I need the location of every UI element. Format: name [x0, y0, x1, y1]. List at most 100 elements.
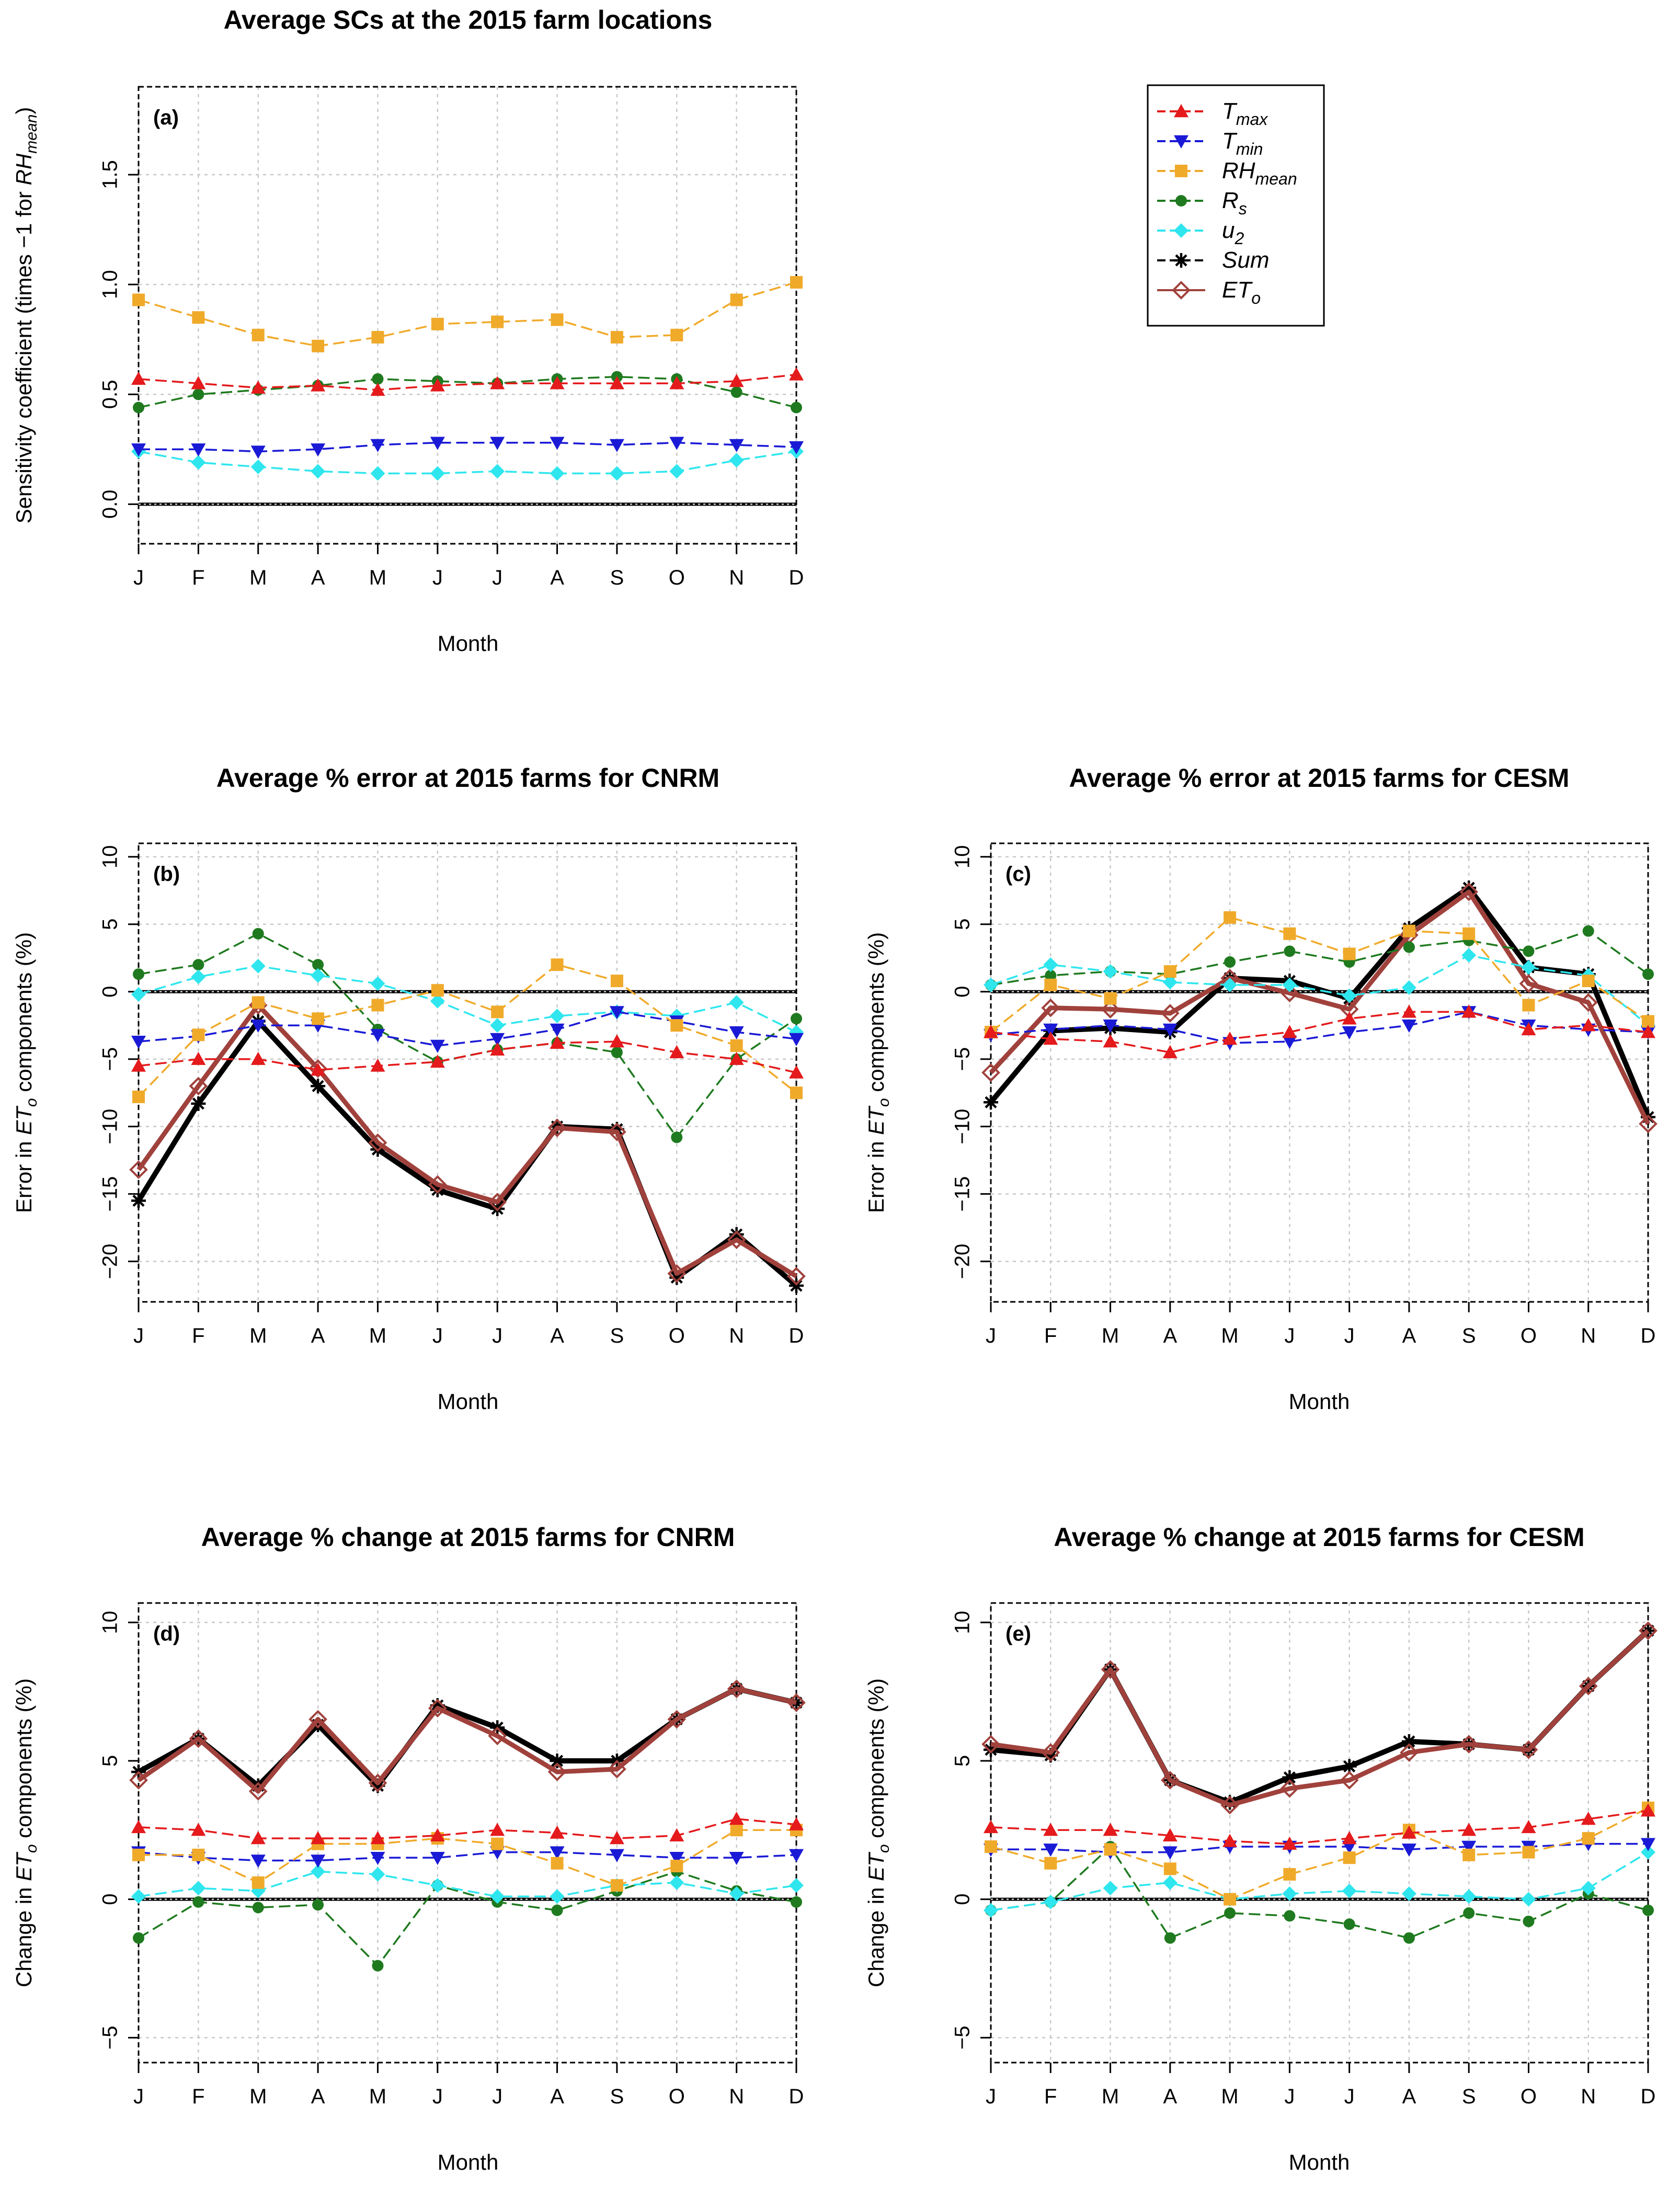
- data-point: [609, 1831, 624, 1845]
- data-point: [370, 466, 385, 481]
- data-point: [370, 439, 385, 452]
- data-point: [1284, 1910, 1296, 1922]
- data-point: [430, 1039, 445, 1053]
- x-tick-label: O: [1521, 2085, 1537, 2108]
- data-point: [670, 1019, 683, 1032]
- data-point: [1461, 948, 1477, 963]
- data-point: [1342, 988, 1357, 1003]
- x-tick-label: M: [249, 1324, 267, 1347]
- data-point: [1280, 1779, 1299, 1798]
- legend-entry-rh: RHmean: [1157, 158, 1297, 188]
- y-axis-label-e: Change in ETo components (%): [864, 1678, 893, 1987]
- y-tick-label: −20: [951, 1244, 974, 1279]
- y-axis-a: 0.0 0.5 1.0 1.5: [99, 160, 139, 519]
- legend-label: Rs: [1222, 188, 1247, 218]
- panel-e: Average % change at 2015 farms for CESM −…: [864, 1522, 1658, 2174]
- data-point: [311, 968, 326, 983]
- data-point: [250, 958, 266, 974]
- x-tick-label: D: [789, 566, 804, 589]
- data-point: [430, 378, 445, 392]
- data-point: [1162, 1045, 1178, 1059]
- data-point: [311, 1062, 326, 1076]
- x-tick-label: A: [550, 1324, 564, 1347]
- data-point: [1342, 1011, 1357, 1025]
- series-line: [136, 1003, 798, 1278]
- y-tick-label: −20: [99, 1244, 122, 1279]
- data-point: [1521, 1819, 1536, 1834]
- x-tick-label: F: [1044, 2085, 1057, 2108]
- data-point: [669, 1875, 684, 1890]
- data-point: [430, 466, 445, 481]
- y-tick-label: 10: [99, 845, 122, 869]
- data-point: [1462, 1848, 1476, 1861]
- data-point: [609, 466, 624, 481]
- data-point: [1101, 1000, 1120, 1019]
- data-point: [730, 1824, 743, 1837]
- data-point: [370, 382, 385, 396]
- data-point: [1282, 1025, 1297, 1038]
- series-eto-c: [981, 883, 1658, 1134]
- data-point: [371, 331, 384, 344]
- data-point: [789, 1278, 804, 1293]
- data-point: [1282, 1836, 1297, 1850]
- data-point: [430, 993, 445, 1009]
- y-tick-label: 0: [99, 986, 122, 998]
- legend-marker: [1172, 281, 1191, 300]
- data-point: [609, 1034, 624, 1048]
- x-tick-label: A: [550, 2085, 564, 2108]
- data-point: [191, 1096, 206, 1111]
- data-point: [789, 1033, 804, 1047]
- series-rs-e: [985, 1840, 1654, 1944]
- series-line: [139, 1829, 796, 1886]
- data-point: [1461, 1823, 1477, 1836]
- data-point: [609, 1849, 624, 1862]
- data-point: [1162, 1875, 1178, 1890]
- data-point: [1522, 999, 1535, 1012]
- data-point: [789, 1817, 804, 1830]
- data-point: [789, 367, 804, 381]
- data-point: [669, 1851, 684, 1865]
- series-line: [138, 1870, 797, 1898]
- data-point: [550, 1035, 565, 1049]
- x-tick-label: J: [133, 1324, 144, 1347]
- data-point: [1103, 964, 1118, 979]
- data-point: [1043, 1023, 1058, 1037]
- series-rh-c: [985, 911, 1654, 1039]
- y-axis-label-c: Error in ETo components (%): [864, 932, 893, 1213]
- data-point: [610, 331, 623, 344]
- data-point: [1043, 1894, 1058, 1909]
- y-axis-e: −5 0 5 10: [951, 1611, 991, 2050]
- data-point: [787, 1267, 806, 1286]
- plot-frame-b: [138, 842, 797, 1303]
- data-point: [132, 1090, 145, 1103]
- plot-frame-c: [990, 842, 1649, 1303]
- data-point: [611, 1046, 623, 1058]
- data-point: [131, 1889, 146, 1904]
- x-tick-label: J: [432, 566, 443, 589]
- data-point: [372, 373, 384, 385]
- series-rs-a: [133, 371, 802, 414]
- y-tick-label: −10: [951, 1109, 974, 1144]
- data-point: [1461, 1840, 1477, 1854]
- chart-title-b: Average % error at 2015 farms for CNRM: [216, 763, 719, 793]
- x-axis-label-e: Month: [1289, 2150, 1350, 2174]
- x-tick-label: M: [369, 2085, 386, 2108]
- data-point: [551, 1904, 563, 1916]
- y-tick-label: 0: [951, 1893, 974, 1905]
- x-tick-label: M: [1221, 1324, 1238, 1347]
- data-point: [192, 311, 205, 324]
- data-point: [189, 1077, 208, 1096]
- data-point: [1519, 974, 1538, 993]
- data-point: [1343, 947, 1356, 960]
- x-tick-label: J: [1284, 2085, 1295, 2108]
- data-point: [368, 1773, 387, 1793]
- data-point: [1043, 1823, 1058, 1836]
- series-tmax-c: [984, 1004, 1655, 1059]
- y-axis-label-b: Error in ETo components (%): [12, 932, 40, 1213]
- y-tick-label: 5: [951, 1755, 974, 1767]
- legend-label: u2: [1222, 217, 1244, 248]
- data-point: [252, 928, 264, 940]
- y-tick-label: 0: [951, 986, 974, 998]
- plot-frame-e: [990, 1602, 1649, 2064]
- series-u2-e: [984, 1845, 1655, 1918]
